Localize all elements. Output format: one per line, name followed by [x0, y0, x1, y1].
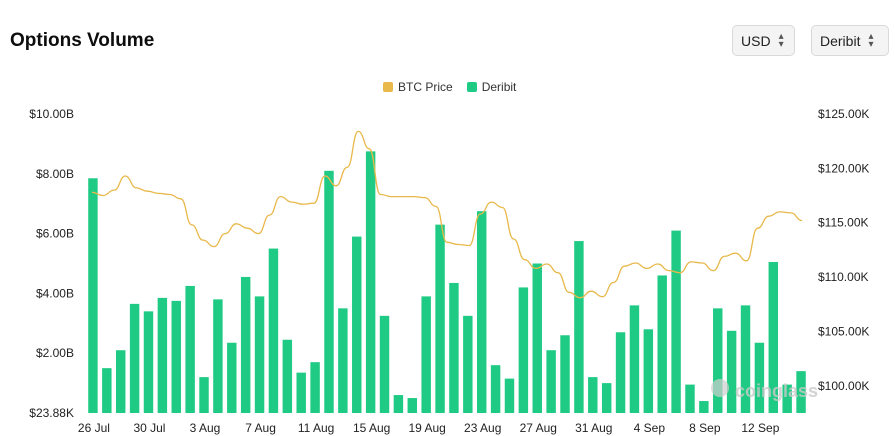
x-tick-label: 15 Aug: [353, 421, 390, 435]
x-tick-label: 26 Jul: [78, 421, 110, 435]
chart-legend: BTC Price Deribit: [383, 80, 516, 94]
volume-bar: [282, 339, 293, 413]
watermark-logo-icon: [711, 379, 729, 397]
legend-label-btc-price: BTC Price: [398, 80, 453, 94]
volume-bar: [643, 329, 654, 413]
volume-bar: [421, 296, 431, 413]
volume-bar: [240, 276, 251, 413]
volume-bar: [310, 362, 320, 413]
legend-item-btc-price[interactable]: BTC Price: [383, 80, 453, 94]
legend-swatch-deribit: [466, 82, 477, 92]
y-left-tick-label: $10.00B: [29, 107, 74, 121]
legend-label-deribit: Deribit: [481, 80, 517, 94]
volume-bar: [338, 308, 348, 413]
volume-bar: [490, 365, 501, 413]
x-tick-label: 23 Aug: [464, 421, 501, 435]
volume-bar: [143, 311, 154, 413]
volume-bar: [213, 299, 223, 413]
volume-bar: [365, 151, 376, 413]
volume-bar: [629, 305, 640, 413]
volume-bar: [268, 248, 279, 413]
volume-bar: [796, 371, 806, 413]
volume-bar: [657, 275, 667, 413]
exchange-select[interactable]: Deribit ▴ ▾: [811, 25, 889, 56]
volume-bar: [379, 315, 390, 413]
y-left-tick-label: $2.00B: [36, 346, 74, 360]
volume-bar: [435, 224, 445, 413]
volume-bar: [352, 236, 362, 413]
page-title: Options Volume: [10, 30, 155, 51]
x-tick-label: 31 Aug: [575, 421, 612, 435]
x-tick-label: 27 Aug: [520, 421, 557, 435]
volume-bar: [546, 350, 556, 413]
volume-bar: [463, 315, 473, 413]
volume-bar: [88, 178, 98, 413]
btc-price-line: [91, 130, 803, 299]
volume-bar: [393, 395, 404, 413]
y-right-tick-label: $120.00K: [818, 161, 869, 175]
y-right-tick-label: $100.00K: [818, 379, 869, 393]
volume-bar: [449, 282, 459, 413]
y-right-tick-label: $115.00K: [818, 216, 869, 230]
volume-bar: [726, 330, 737, 413]
volume-bar: [740, 305, 751, 413]
y-left-tick-label: $4.00B: [36, 286, 74, 300]
volume-bar: [685, 384, 695, 413]
volume-bar: [296, 372, 306, 413]
volume-bar: [588, 377, 598, 413]
volume-bar: [324, 170, 334, 413]
legend-item-deribit[interactable]: Deribit: [466, 80, 517, 94]
currency-select-label: USD: [741, 32, 771, 49]
volume-bar: [199, 377, 209, 413]
volume-bar: [407, 398, 418, 413]
exchange-select-label: Deribit: [820, 32, 861, 49]
y-left-tick-label: $8.00B: [36, 167, 74, 181]
x-tick-label: 7 Aug: [245, 421, 276, 435]
volume-bar: [254, 296, 265, 413]
volume-bar: [601, 383, 612, 413]
volume-bar: [671, 230, 681, 413]
legend-swatch-btc-price: [383, 82, 393, 92]
volume-bar: [476, 211, 487, 413]
x-tick-label: 19 Aug: [408, 421, 445, 435]
watermark-text: coinglass: [735, 381, 818, 401]
y-right-tick-label: $125.00K: [818, 107, 869, 121]
volume-bar: [115, 350, 126, 413]
x-tick-label: 3 Aug: [190, 421, 221, 435]
volume-bar: [171, 300, 181, 413]
volume-bar: [574, 241, 584, 413]
volume-bar: [227, 342, 237, 413]
y-right-tick-label: $105.00K: [818, 324, 869, 338]
x-tick-label: 30 Jul: [133, 421, 165, 435]
x-tick-label: 8 Sep: [689, 421, 721, 435]
chevron-updown-icon: ▴ ▾: [868, 30, 874, 50]
volume-bar: [102, 368, 112, 413]
volume-bar: [518, 287, 529, 413]
currency-select[interactable]: USD ▴ ▾: [732, 25, 795, 56]
volume-bar: [504, 378, 515, 413]
volume-bar: [754, 342, 765, 413]
volume-bar: [615, 332, 626, 413]
x-tick-label: 4 Sep: [634, 421, 666, 435]
chevron-updown-icon: ▴ ▾: [778, 30, 784, 50]
volume-bar: [560, 335, 570, 413]
x-tick-label: 11 Aug: [298, 421, 334, 435]
y-right-tick-label: $110.00K: [818, 270, 869, 284]
volume-bar: [713, 308, 723, 413]
volume-bar: [768, 262, 779, 413]
y-left-tick-label: $6.00B: [36, 227, 74, 241]
volume-bar: [532, 263, 542, 413]
volume-bar: [129, 303, 140, 413]
volume-bar: [185, 285, 195, 413]
volume-bar: [157, 297, 168, 413]
x-tick-label: 12 Sep: [741, 421, 779, 435]
y-left-tick-label: $23.88K: [29, 406, 74, 420]
volume-bar: [782, 384, 792, 413]
volume-bar: [699, 401, 709, 413]
